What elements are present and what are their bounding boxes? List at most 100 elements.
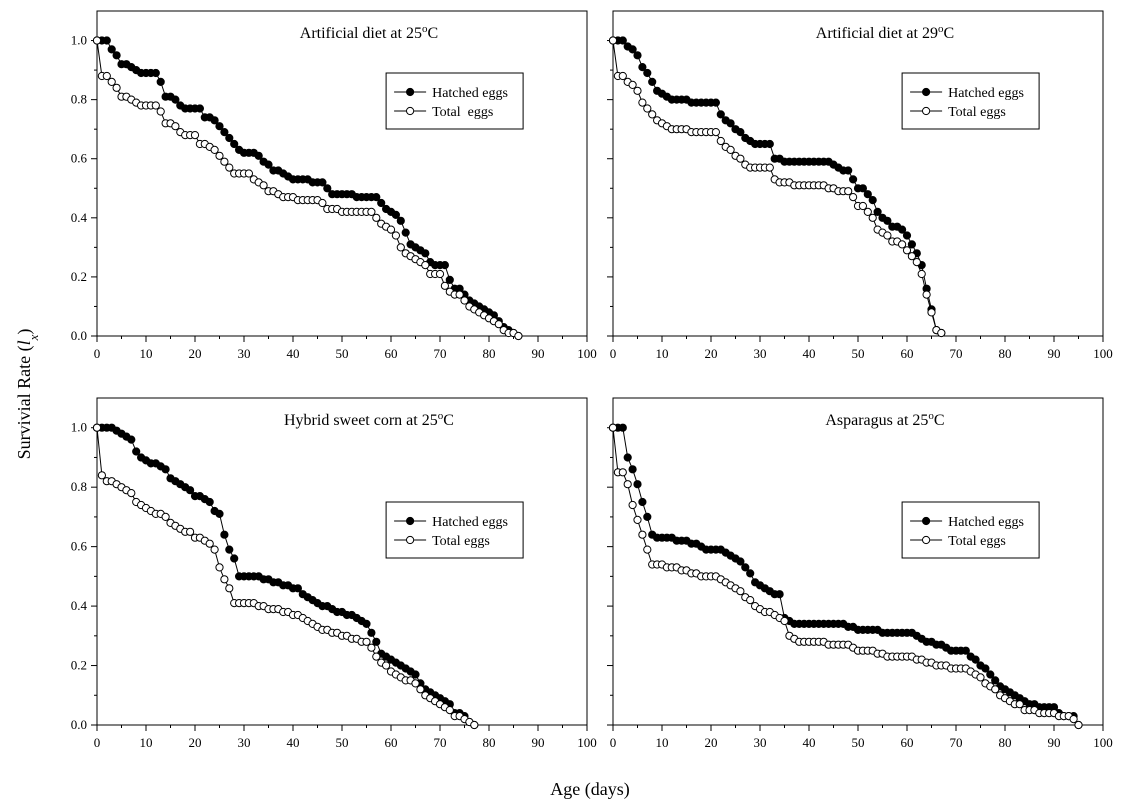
data-point-total	[470, 720, 479, 730]
data-point-total	[898, 240, 907, 249]
data-point-hatched	[132, 447, 141, 456]
x-tick-label: 60	[901, 346, 914, 361]
y-tick-label: 1.0	[71, 33, 87, 48]
data-point-hatched	[362, 619, 371, 629]
data-point-hatched	[186, 486, 195, 495]
legend-marker	[406, 535, 415, 545]
legend-box	[901, 501, 1040, 559]
data-point-total	[716, 136, 725, 146]
data-point-total	[633, 515, 642, 525]
legend-marker	[922, 516, 931, 526]
data-point-total	[648, 110, 657, 119]
legend-label: Total eggs	[432, 534, 490, 549]
x-tick-label: 100	[1093, 346, 1113, 361]
data-point-total	[112, 83, 121, 92]
plot-frame	[96, 397, 588, 726]
x-tick-label: 40	[287, 346, 300, 361]
x-tick-label: 90	[532, 735, 545, 750]
data-point-total	[618, 71, 627, 81]
x-tick-label: 80	[999, 346, 1012, 361]
data-point-total	[190, 131, 200, 140]
legend-marker	[406, 516, 415, 526]
x-axis-title: Age (days)	[550, 779, 629, 800]
data-point-hatched	[171, 95, 180, 104]
data-point-total	[259, 181, 268, 190]
data-point-total	[883, 231, 892, 240]
data-point-total	[210, 545, 219, 554]
data-point-total	[623, 480, 632, 489]
x-tick-label: 70	[950, 346, 963, 361]
x-tick-label: 0	[94, 346, 101, 361]
data-point-total	[628, 500, 637, 510]
data-point-total	[396, 243, 405, 252]
data-point-hatched	[907, 240, 917, 249]
x-tick-label: 10	[140, 735, 153, 750]
data-point-hatched	[220, 530, 229, 539]
data-point-total	[151, 101, 160, 110]
data-point-total	[608, 36, 618, 45]
data-point-total	[638, 530, 647, 539]
data-point-hatched	[638, 497, 647, 507]
x-tick-label: 40	[287, 735, 300, 750]
data-point-total	[186, 527, 195, 536]
legend-label: Hatched eggs	[948, 86, 1024, 101]
data-point-hatched	[633, 480, 642, 489]
data-point-hatched	[230, 554, 239, 563]
data-point-hatched	[618, 423, 627, 432]
x-tick-label: 30	[754, 735, 767, 750]
data-point-total	[1015, 700, 1024, 709]
data-point-total	[367, 643, 376, 652]
data-point-total	[907, 252, 917, 261]
data-point-total	[917, 269, 926, 279]
data-point-hatched	[195, 104, 204, 113]
data-point-total	[382, 661, 391, 670]
data-point-hatched	[323, 184, 332, 193]
legend-label: Total eggs	[432, 105, 493, 120]
legend-label: Total eggs	[948, 105, 1006, 120]
data-point-total	[927, 308, 936, 317]
data-point-hatched	[215, 122, 224, 131]
x-tick-label: 10	[656, 346, 669, 361]
data-point-hatched	[716, 110, 725, 119]
data-point-hatched	[205, 497, 214, 507]
data-point-hatched	[264, 160, 273, 169]
x-tick-label: 90	[532, 346, 545, 361]
data-point-hatched	[127, 435, 136, 444]
data-point-hatched	[161, 465, 170, 474]
data-point-hatched	[643, 68, 652, 78]
data-point-total	[107, 77, 116, 87]
y-tick-label: 0.2	[71, 658, 87, 673]
data-point-total	[225, 584, 234, 593]
data-point-hatched	[638, 63, 647, 72]
data-point-total	[220, 575, 229, 584]
x-tick-label: 100	[577, 735, 597, 750]
data-point-total	[318, 198, 327, 208]
data-point-hatched	[225, 545, 234, 554]
data-point-total	[618, 468, 627, 477]
data-point-total	[386, 225, 396, 234]
data-point-hatched	[220, 128, 229, 137]
chart-panel-4: 0 10 20 30 40 50 60 70 80 90 100 Asparagus at 25oC H…	[607, 397, 1113, 750]
x-tick-label: 100	[577, 346, 597, 361]
legend-marker	[922, 87, 931, 97]
data-point-total	[435, 269, 445, 279]
data-point-total	[220, 157, 229, 166]
x-tick-label: 70	[434, 346, 447, 361]
data-point-total	[372, 652, 381, 661]
x-tick-label: 50	[336, 735, 349, 750]
data-point-hatched	[849, 175, 858, 184]
legend-label: Total eggs	[948, 534, 1006, 549]
x-tick-label: 10	[140, 346, 153, 361]
x-tick-label: 0	[610, 735, 617, 750]
data-point-total	[608, 423, 618, 432]
data-point-total	[127, 489, 136, 498]
data-point-hatched	[396, 216, 405, 225]
panel-title: Hybrid sweet corn at 25oC	[284, 410, 454, 429]
y-tick-label: 0.8	[71, 92, 87, 107]
chart-panel-3: 0 10 20 30 40 50 60 70 80 90 100 0.0 0.2 0.4 0.6 0.8 1.0…	[71, 397, 597, 750]
x-tick-label: 20	[705, 735, 718, 750]
data-point-total	[210, 145, 219, 154]
data-point-hatched	[225, 133, 234, 143]
data-point-hatched	[775, 590, 784, 599]
